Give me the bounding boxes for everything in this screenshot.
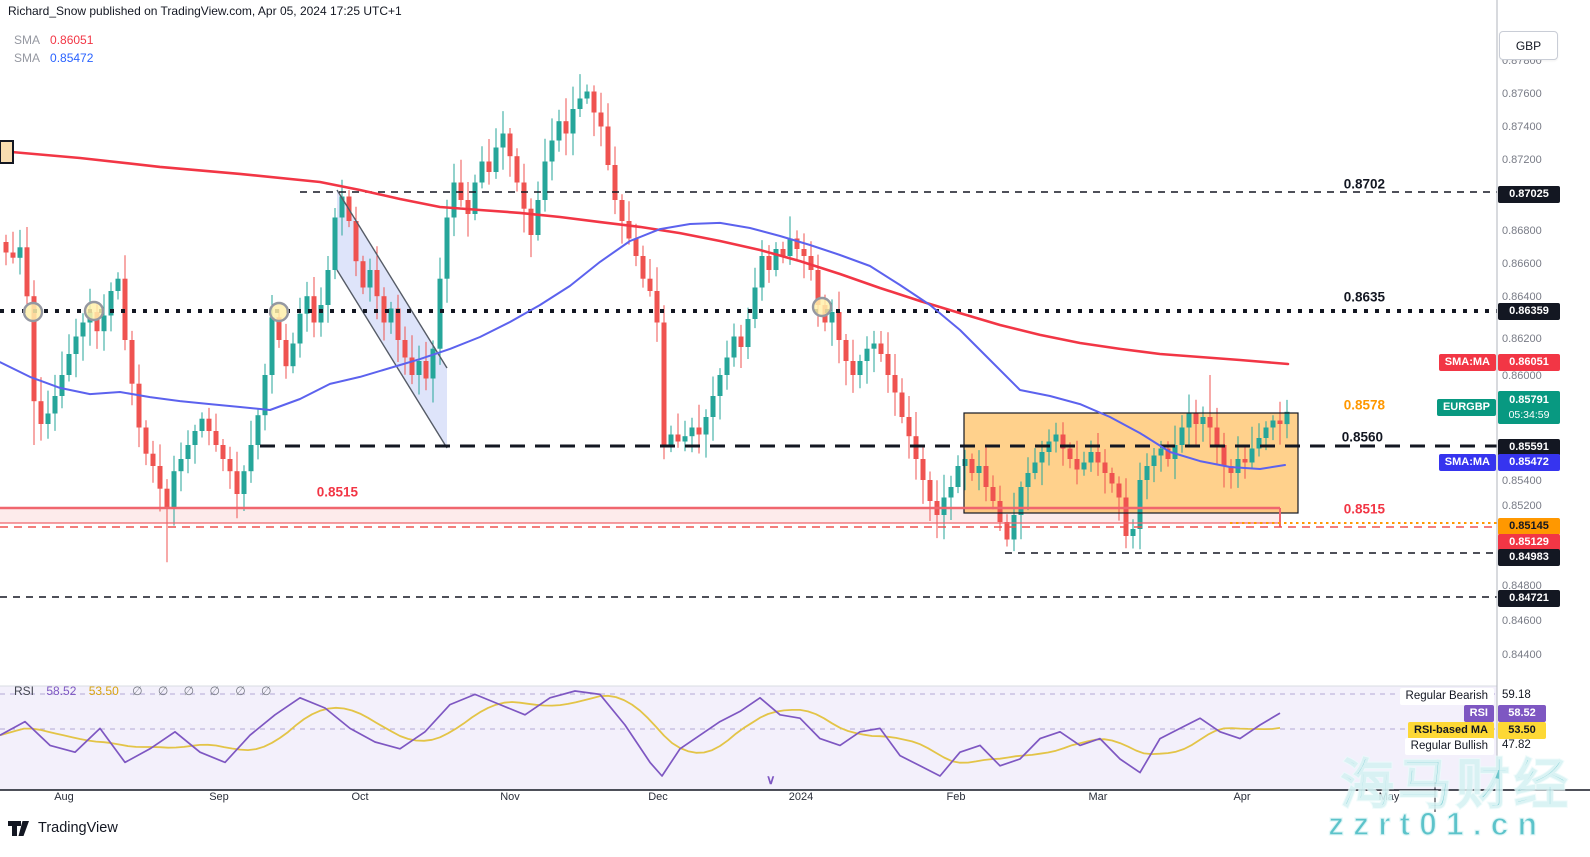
support-zone[interactable] <box>0 508 1280 523</box>
channel-lower-line[interactable] <box>336 269 448 449</box>
range-box-border <box>963 412 1299 514</box>
price-axis-badge-0.85129: 0.85129 <box>1498 533 1560 551</box>
sma-legend-row-2[interactable]: SMA 0.85472 <box>14 51 93 65</box>
rsi-row-label: Regular Bullish <box>1404 737 1494 755</box>
price-axis-tick: 0.84800 <box>1502 580 1542 592</box>
price-axis-tick: 0.84400 <box>1502 649 1542 661</box>
price-axis-badge-0.84983: 0.84983 <box>1498 548 1560 566</box>
price-axis-tick: 0.86200 <box>1502 333 1542 345</box>
time-axis-label-apr[interactable]: Apr <box>1233 791 1251 803</box>
touch-circle-marker[interactable] <box>83 300 105 322</box>
touch-circle-marker[interactable] <box>22 301 44 323</box>
rsi-row-value: 58.52 <box>1498 704 1546 722</box>
time-axis-label-nov[interactable]: Nov <box>500 791 520 803</box>
price-level-label: 0.8560 <box>1341 429 1383 445</box>
sma-50-line[interactable] <box>0 221 1286 470</box>
price-level-label: 0.8702 <box>1343 176 1385 192</box>
currency-toggle-button[interactable]: GBP <box>1499 31 1558 60</box>
collapse-pane-icon[interactable]: ∨ <box>766 772 776 787</box>
watermark-site-url: zzrt01.cn <box>1327 805 1546 843</box>
rsi-panel-background <box>0 686 1497 790</box>
chart-source-pill-smama: SMA:MA <box>1438 453 1496 471</box>
sma-legend-label: SMA <box>14 33 41 47</box>
price-level-label: 0.8578 <box>1343 397 1385 413</box>
price-axis-badge-0.86359: 0.86359 <box>1498 302 1560 320</box>
sma-legend-value: 0.85472 <box>50 51 94 65</box>
sma-200-line[interactable] <box>0 149 1290 366</box>
rsi-row-value: 47.82 <box>1502 739 1531 751</box>
price-axis-badge-0.84721: 0.84721 <box>1498 589 1560 607</box>
left-edge-flag-marker[interactable] <box>0 140 14 164</box>
sma-legend-row-1[interactable]: SMA 0.86051 <box>14 33 93 47</box>
rsi-row-label: RSI-based MA <box>1408 721 1494 739</box>
rsi-row-value: 59.18 <box>1502 689 1531 701</box>
watermark-site-name: 海马财经 <box>1339 754 1572 816</box>
price-axis-tick: 0.87400 <box>1502 121 1542 133</box>
price-level-label: 0.8635 <box>1343 289 1385 305</box>
touch-circle-marker[interactable] <box>268 301 290 323</box>
price-axis-tick: 0.85200 <box>1502 500 1542 512</box>
price-axis-tick: 0.84600 <box>1502 615 1542 627</box>
price-axis-badge-0.85791: 0.85791 05:34:59 <box>1498 391 1560 424</box>
tradingview-logo-text: TradingView <box>38 820 118 836</box>
rsi-line[interactable] <box>0 690 1281 777</box>
price-axis-badge-0.87025: 0.87025 <box>1498 185 1560 203</box>
sma-legend-value: 0.86051 <box>50 33 94 47</box>
rsi-row-value: 53.50 <box>1498 721 1546 739</box>
price-axis-tick: 0.86600 <box>1502 258 1542 270</box>
price-level-label: 0.8515 <box>1343 501 1385 517</box>
price-level-label: 0.8515 <box>316 484 358 500</box>
price-axis-tick: 0.86400 <box>1502 291 1542 303</box>
price-axis-tick: 0.86000 <box>1502 370 1542 382</box>
time-axis-label-feb[interactable]: Feb <box>946 791 966 803</box>
rsi-hidden-params: ∅ ∅ ∅ ∅ ∅ ∅ <box>132 684 278 698</box>
sma-legend-label: SMA <box>14 51 41 65</box>
time-axis-label-mar[interactable]: Mar <box>1088 791 1108 803</box>
rsi-ma-line[interactable] <box>0 694 1281 764</box>
price-axis-tick: 0.87600 <box>1502 88 1542 100</box>
price-axis-badge-0.86051: 0.86051 <box>1498 353 1560 371</box>
price-axis-badge-0.85472: 0.85472 <box>1498 453 1560 471</box>
rsi-row-label: Regular Bearish <box>1399 687 1494 705</box>
tradingview-logo-icon <box>8 820 29 836</box>
time-axis-label-sep[interactable]: Sep <box>209 791 229 803</box>
rsi-legend[interactable]: RSI 58.52 53.50 ∅ ∅ ∅ ∅ ∅ ∅ <box>14 684 278 698</box>
rsi-ma-legend-value: 53.50 <box>88 684 119 698</box>
price-axis-tick: 0.85400 <box>1502 475 1542 487</box>
price-axis-tick: 0.87200 <box>1502 154 1542 166</box>
time-axis-label-2024[interactable]: 2024 <box>788 791 814 803</box>
price-axis-badge-0.85591: 0.85591 <box>1498 438 1560 456</box>
rsi-legend-value: 58.52 <box>46 684 77 698</box>
time-axis-label-aug[interactable]: Aug <box>54 791 74 803</box>
channel-upper-line[interactable] <box>336 189 448 369</box>
chart-source-pill-smama: SMA:MA <box>1438 353 1496 371</box>
tradingview-logo[interactable]: TradingView <box>8 820 118 836</box>
time-axis-label-oct[interactable]: Oct <box>351 791 369 803</box>
rsi-row-label: RSI <box>1463 704 1494 722</box>
chart-source-pill-eurgbp: EURGBP <box>1436 398 1496 416</box>
price-axis-tick: 0.86800 <box>1502 225 1542 237</box>
touch-circle-marker[interactable] <box>811 296 833 318</box>
time-axis-label-may[interactable]: May <box>1378 791 1400 803</box>
publish-byline: Richard_Snow published on TradingView.co… <box>8 4 402 18</box>
rsi-legend-label: RSI <box>14 684 35 698</box>
price-axis-badge-0.85145: 0.85145 <box>1498 517 1560 535</box>
time-axis-label-dec[interactable]: Dec <box>648 791 668 803</box>
